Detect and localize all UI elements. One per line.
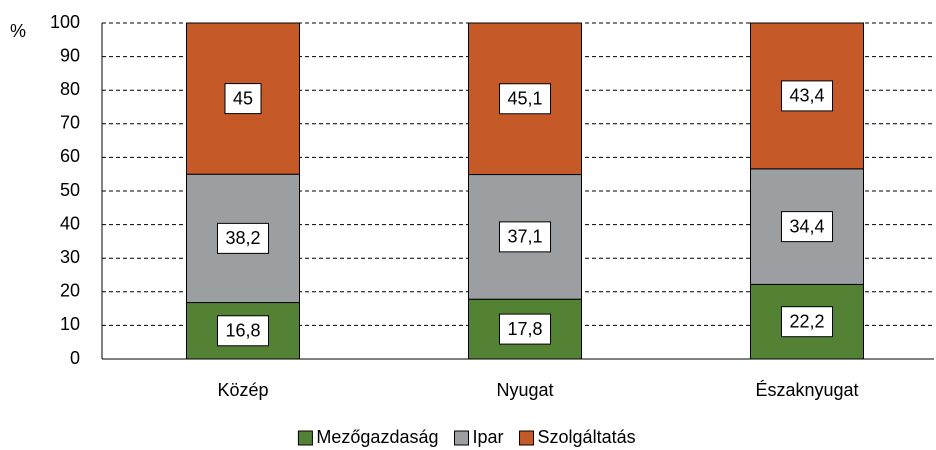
y-tick-label: 10: [60, 314, 80, 334]
x-tick-label: Közép: [217, 380, 268, 400]
y-axis-label: %: [10, 21, 26, 41]
data-label: 17,8: [507, 319, 542, 339]
data-label: 37,1: [507, 227, 542, 247]
data-label: 45: [233, 88, 253, 108]
data-label-box: [780, 80, 834, 112]
y-tick-label: 0: [70, 348, 80, 368]
data-label-box: [216, 315, 270, 347]
data-label-box: [498, 313, 552, 345]
data-label-box: [216, 222, 270, 254]
legend-label: Mezőgazdaság: [316, 427, 438, 447]
y-tick-label: 90: [60, 45, 80, 65]
data-label-box: [780, 306, 834, 338]
data-label: 43,4: [789, 86, 824, 106]
y-tick-label: 60: [60, 146, 80, 166]
data-label-box: [780, 211, 834, 243]
legend-swatch: [454, 430, 469, 446]
data-label: 45,1: [507, 89, 542, 109]
data-label: 16,8: [225, 321, 260, 341]
legend-swatch: [519, 430, 535, 446]
legend-label: Ipar: [473, 427, 504, 447]
y-tick-label: 70: [60, 113, 80, 133]
data-label-box: [224, 83, 262, 115]
data-label-box: [498, 83, 552, 115]
data-label: 38,2: [225, 228, 260, 248]
data-label-box: [498, 221, 552, 253]
data-label: 22,2: [789, 311, 824, 331]
y-tick-label: 30: [60, 247, 80, 267]
y-tick-label: 100: [50, 12, 80, 32]
y-tick-label: 20: [60, 281, 80, 301]
legend-swatch: [297, 430, 313, 446]
x-tick-label: Északnyugat: [755, 380, 858, 400]
legend-label: Szolgáltatás: [538, 427, 636, 447]
x-tick-label: Nyugat: [496, 380, 553, 400]
y-tick-label: 40: [60, 213, 80, 233]
y-tick-label: 50: [60, 180, 80, 200]
data-label: 34,4: [789, 216, 824, 236]
y-tick-label: 80: [60, 79, 80, 99]
